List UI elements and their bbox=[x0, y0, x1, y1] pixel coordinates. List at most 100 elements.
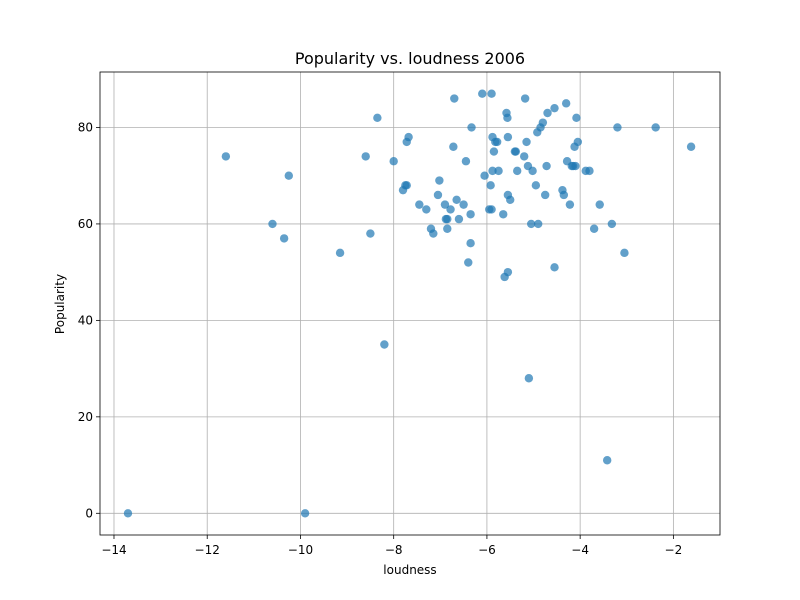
scatter-point bbox=[415, 200, 424, 209]
scatter-point bbox=[446, 205, 455, 214]
scatter-point bbox=[268, 219, 277, 229]
scatter-point bbox=[221, 152, 231, 161]
scatter-point bbox=[123, 509, 133, 518]
x-tick-label: −14 bbox=[101, 543, 126, 557]
scatter-point bbox=[527, 219, 536, 229]
scatter-point bbox=[443, 224, 452, 233]
plot-frame bbox=[99, 71, 721, 536]
scatter-point bbox=[435, 176, 444, 185]
scatter-point bbox=[613, 123, 622, 132]
scatter-point bbox=[531, 181, 541, 190]
scatter-point bbox=[540, 190, 550, 200]
scatter-point bbox=[506, 195, 515, 205]
scatter-point bbox=[524, 374, 534, 383]
x-tick-label: −12 bbox=[195, 543, 220, 557]
scatter-point bbox=[461, 157, 471, 166]
scatter-point bbox=[503, 132, 513, 142]
scatter-point bbox=[450, 94, 459, 103]
scatter-point bbox=[335, 248, 345, 258]
scatter-point bbox=[489, 147, 499, 156]
scatter-point bbox=[449, 142, 458, 151]
scatter-point bbox=[503, 267, 513, 277]
y-tick-label: 60 bbox=[78, 217, 93, 231]
scatter-point bbox=[488, 166, 497, 176]
scatter-point bbox=[486, 181, 495, 190]
scatter-point bbox=[607, 219, 617, 229]
scatter-point bbox=[520, 152, 529, 161]
y-tick-label: 20 bbox=[78, 410, 93, 424]
scatter-point bbox=[543, 108, 552, 118]
scatter-point bbox=[542, 161, 551, 171]
scatter-point bbox=[443, 214, 452, 224]
scatter-point bbox=[429, 229, 438, 238]
scatter-point bbox=[573, 137, 583, 147]
scatter-point bbox=[433, 190, 443, 200]
scatter-point bbox=[454, 214, 464, 224]
scatter-point bbox=[585, 166, 594, 176]
scatter-point bbox=[533, 219, 543, 229]
y-tick-label: 40 bbox=[78, 313, 93, 327]
x-tick-label: −4 bbox=[571, 543, 589, 557]
scatter-point bbox=[589, 224, 599, 233]
scatter-point bbox=[366, 229, 375, 238]
scatter-point bbox=[284, 171, 293, 180]
scatter-point bbox=[572, 113, 581, 123]
scatter-point bbox=[480, 171, 489, 180]
scatter-point bbox=[528, 166, 537, 176]
data-points bbox=[123, 89, 696, 518]
scatter-point bbox=[494, 166, 503, 176]
scatter-point bbox=[571, 161, 580, 171]
scatter-point bbox=[561, 99, 571, 108]
scatter-point bbox=[466, 210, 475, 219]
x-axis-ticks: −14 −12 −10 −8 −6 −4 −2 bbox=[101, 535, 682, 557]
scatter-point bbox=[279, 234, 289, 243]
scatter-point bbox=[487, 205, 496, 214]
scatter-point bbox=[492, 137, 502, 147]
scatter-point bbox=[503, 113, 512, 123]
scatter-point bbox=[402, 181, 411, 190]
scatter-point bbox=[522, 137, 531, 147]
scatter-point bbox=[651, 123, 660, 132]
scatter-point bbox=[466, 239, 475, 248]
x-tick-label: −6 bbox=[478, 543, 496, 557]
y-axis-label: Popularity bbox=[53, 274, 67, 334]
scatter-point bbox=[550, 103, 559, 113]
scatter-point bbox=[452, 195, 461, 205]
scatter-point bbox=[478, 89, 487, 98]
scatter-point bbox=[389, 157, 398, 166]
scatter-point bbox=[422, 205, 431, 214]
x-axis-label: loudness bbox=[383, 563, 436, 577]
scatter-point bbox=[373, 113, 382, 123]
scatter-point bbox=[499, 210, 508, 219]
scatter-point bbox=[404, 132, 413, 142]
scatter-point bbox=[559, 190, 569, 200]
chart-title: Popularity vs. loudness 2006 bbox=[295, 49, 525, 68]
y-axis-ticks: 0 20 40 60 80 bbox=[78, 120, 100, 520]
x-tick-label: −10 bbox=[288, 543, 313, 557]
y-tick-label: 80 bbox=[78, 120, 93, 134]
grid-lines bbox=[100, 72, 720, 535]
scatter-point bbox=[565, 200, 575, 209]
scatter-point bbox=[538, 118, 548, 127]
x-tick-label: −2 bbox=[665, 543, 683, 557]
scatter-point bbox=[550, 263, 559, 272]
scatter-point bbox=[620, 248, 629, 258]
scatter-point bbox=[602, 456, 612, 465]
scatter-point bbox=[464, 258, 473, 267]
scatter-point bbox=[467, 123, 476, 132]
y-tick-label: 0 bbox=[85, 506, 93, 520]
scatter-point bbox=[300, 509, 310, 518]
scatter-point bbox=[487, 89, 496, 98]
scatter-point bbox=[511, 147, 521, 156]
scatter-point bbox=[459, 200, 468, 209]
x-tick-label: −8 bbox=[385, 543, 403, 557]
scatter-point bbox=[361, 152, 370, 161]
scatter-point bbox=[513, 166, 522, 176]
scatter-point bbox=[440, 200, 450, 209]
scatter-point bbox=[520, 94, 530, 103]
scatter-point bbox=[595, 200, 604, 209]
scatter-point bbox=[686, 142, 696, 151]
scatter-point bbox=[380, 340, 389, 349]
